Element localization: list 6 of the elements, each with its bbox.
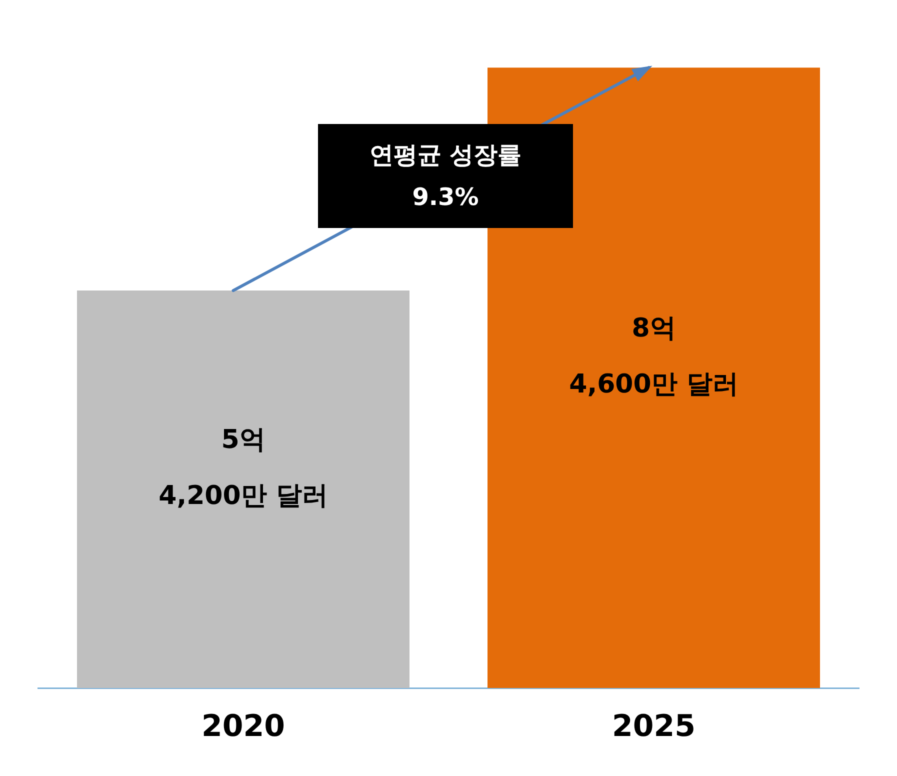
x-tick-label: 2020 bbox=[202, 708, 285, 744]
data-label: 5억 4,200만 달러 bbox=[158, 425, 328, 512]
data-label: 8억 4,600만 달러 bbox=[569, 314, 738, 400]
label-box: 연평균 성장률 9.3% bbox=[318, 124, 573, 228]
x-tick-label: 2025 bbox=[612, 708, 696, 744]
annotation: 연평균 성장률 9.3% bbox=[368, 140, 523, 214]
